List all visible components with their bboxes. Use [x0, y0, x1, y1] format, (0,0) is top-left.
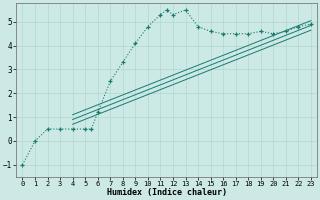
X-axis label: Humidex (Indice chaleur): Humidex (Indice chaleur) [107, 188, 227, 197]
